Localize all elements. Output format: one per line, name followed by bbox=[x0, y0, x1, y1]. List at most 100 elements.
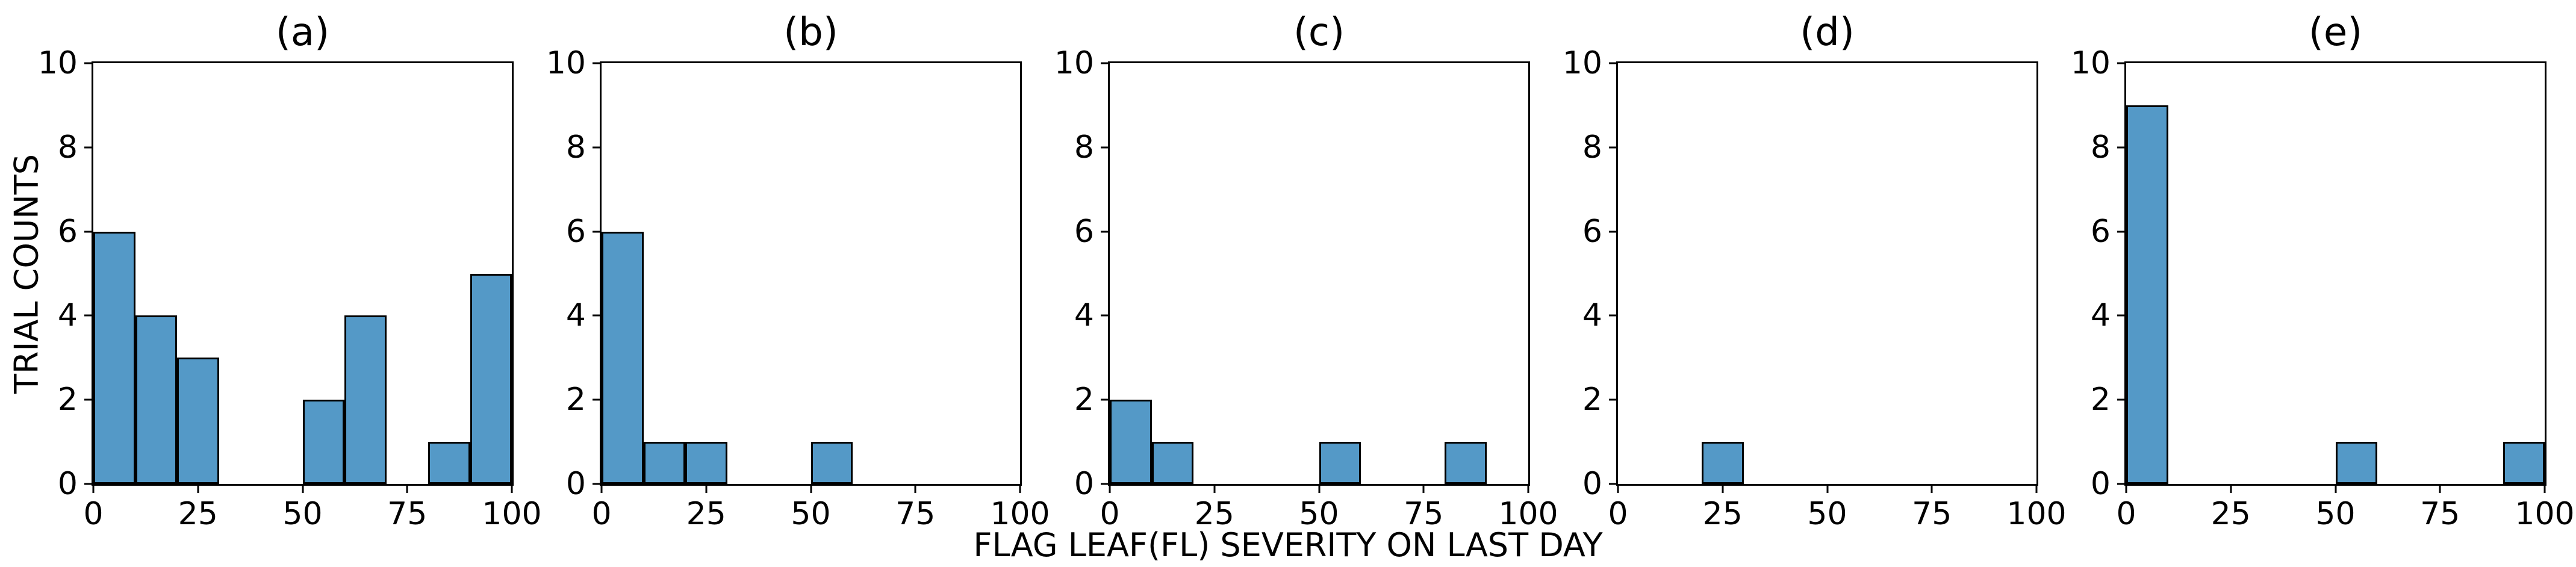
x-tick-mark bbox=[406, 484, 408, 493]
y-tick-mark bbox=[1609, 314, 1618, 317]
x-tick-label: 25 bbox=[178, 496, 218, 532]
x-tick-mark bbox=[1213, 484, 1216, 493]
y-tick-mark bbox=[1101, 146, 1110, 149]
histogram-bar bbox=[1445, 442, 1487, 484]
x-axis-label: FLAG LEAF(FL) SEVERITY ON LAST DAY bbox=[973, 526, 1603, 564]
x-tick-mark bbox=[600, 484, 603, 493]
y-tick-mark bbox=[84, 231, 93, 233]
panel-title-e: (e) bbox=[2308, 10, 2363, 55]
y-tick-label: 0 bbox=[2090, 466, 2111, 502]
histogram-bar bbox=[1110, 400, 1152, 484]
x-tick-mark bbox=[705, 484, 708, 493]
x-tick-mark bbox=[2543, 484, 2546, 493]
histogram-bar bbox=[428, 442, 470, 484]
x-tick-mark bbox=[2230, 484, 2232, 493]
y-tick-mark bbox=[1101, 231, 1110, 233]
panel-title-c: (c) bbox=[1293, 10, 1345, 55]
y-tick-mark bbox=[593, 62, 602, 64]
y-tick-label: 0 bbox=[1074, 466, 1094, 502]
x-tick-label: 75 bbox=[2420, 496, 2460, 532]
y-tick-label: 6 bbox=[1074, 213, 1094, 250]
x-tick-label: 25 bbox=[2210, 496, 2251, 532]
histogram-bar bbox=[470, 273, 512, 484]
x-tick-label: 100 bbox=[990, 496, 1050, 532]
x-tick-mark bbox=[1318, 484, 1320, 493]
histogram-bar bbox=[2503, 442, 2545, 484]
x-tick-label: 100 bbox=[2515, 496, 2575, 532]
y-tick-label: 8 bbox=[1582, 129, 1602, 166]
y-tick-label: 8 bbox=[565, 129, 586, 166]
y-tick-label: 10 bbox=[1054, 45, 1094, 81]
y-tick-label: 4 bbox=[565, 297, 586, 334]
x-tick-label: 75 bbox=[1404, 496, 1444, 532]
x-tick-mark bbox=[1109, 484, 1111, 493]
histogram-bar bbox=[1702, 442, 1744, 484]
y-tick-label: 10 bbox=[546, 45, 586, 81]
x-tick-label: 0 bbox=[2116, 496, 2136, 532]
x-tick-mark bbox=[1527, 484, 1529, 493]
x-tick-mark bbox=[2035, 484, 2038, 493]
y-tick-mark bbox=[1609, 231, 1618, 233]
x-tick-mark bbox=[511, 484, 513, 493]
x-tick-label: 50 bbox=[1299, 496, 1339, 532]
x-tick-label: 25 bbox=[1194, 496, 1234, 532]
y-tick-label: 6 bbox=[57, 213, 78, 250]
y-tick-mark bbox=[593, 146, 602, 149]
y-tick-mark bbox=[593, 483, 602, 485]
y-tick-label: 4 bbox=[2090, 297, 2111, 334]
y-tick-label: 2 bbox=[1582, 382, 1602, 418]
y-tick-mark bbox=[1101, 398, 1110, 401]
y-tick-label: 8 bbox=[2090, 129, 2111, 166]
y-tick-label: 6 bbox=[565, 213, 586, 250]
y-tick-mark bbox=[593, 314, 602, 317]
y-tick-label: 4 bbox=[1582, 297, 1602, 334]
x-tick-label: 50 bbox=[282, 496, 323, 532]
x-tick-label: 25 bbox=[1702, 496, 1743, 532]
y-tick-label: 6 bbox=[2090, 213, 2111, 250]
x-tick-mark bbox=[92, 484, 95, 493]
x-tick-label: 75 bbox=[895, 496, 936, 532]
axes-panel-b: 0 2 4 6 8 10 0 25 50 75 100 bbox=[546, 48, 1050, 530]
x-tick-mark bbox=[810, 484, 812, 493]
y-tick-mark bbox=[1609, 398, 1618, 401]
y-tick-label: 2 bbox=[1074, 382, 1094, 418]
y-tick-mark bbox=[84, 146, 93, 149]
y-tick-mark bbox=[2117, 231, 2126, 233]
y-tick-mark bbox=[2117, 398, 2126, 401]
y-tick-label: 10 bbox=[1562, 45, 1602, 81]
y-tick-label: 6 bbox=[1582, 213, 1602, 250]
x-tick-mark bbox=[2125, 484, 2127, 493]
x-tick-mark bbox=[302, 484, 303, 493]
x-tick-mark bbox=[1722, 484, 1724, 493]
axes-panel-e: 0 2 4 6 8 10 0 25 50 75 100 bbox=[2071, 48, 2575, 530]
histogram-bar bbox=[177, 358, 219, 484]
y-tick-mark bbox=[2117, 483, 2126, 485]
x-tick-label: 100 bbox=[482, 496, 542, 532]
histogram-bar bbox=[302, 400, 344, 484]
y-tick-mark bbox=[2117, 314, 2126, 317]
histogram-bar bbox=[93, 231, 135, 484]
histogram-bar bbox=[685, 442, 727, 484]
x-tick-label: 0 bbox=[83, 496, 104, 532]
panel-title-a: (a) bbox=[275, 10, 330, 55]
y-tick-label: 2 bbox=[2090, 382, 2111, 418]
axes-panel-a: 0 2 4 6 8 10 0 25 50 75 100 bbox=[38, 48, 542, 530]
y-tick-mark bbox=[593, 231, 602, 233]
x-tick-mark bbox=[2439, 484, 2441, 493]
y-tick-mark bbox=[84, 398, 93, 401]
histogram-bar bbox=[2126, 105, 2168, 484]
y-tick-label: 0 bbox=[1582, 466, 1602, 502]
histogram-bar bbox=[1319, 442, 1361, 484]
y-tick-mark bbox=[1101, 62, 1110, 64]
x-tick-mark bbox=[1826, 484, 1828, 493]
x-tick-mark bbox=[197, 484, 199, 493]
x-tick-label: 0 bbox=[1608, 496, 1628, 532]
y-tick-mark bbox=[84, 314, 93, 317]
y-tick-mark bbox=[1101, 314, 1110, 317]
y-tick-label: 2 bbox=[565, 382, 586, 418]
y-tick-mark bbox=[1609, 146, 1618, 149]
y-tick-mark bbox=[1101, 483, 1110, 485]
histogram-bar bbox=[1151, 442, 1193, 484]
x-tick-label: 100 bbox=[1498, 496, 1558, 532]
